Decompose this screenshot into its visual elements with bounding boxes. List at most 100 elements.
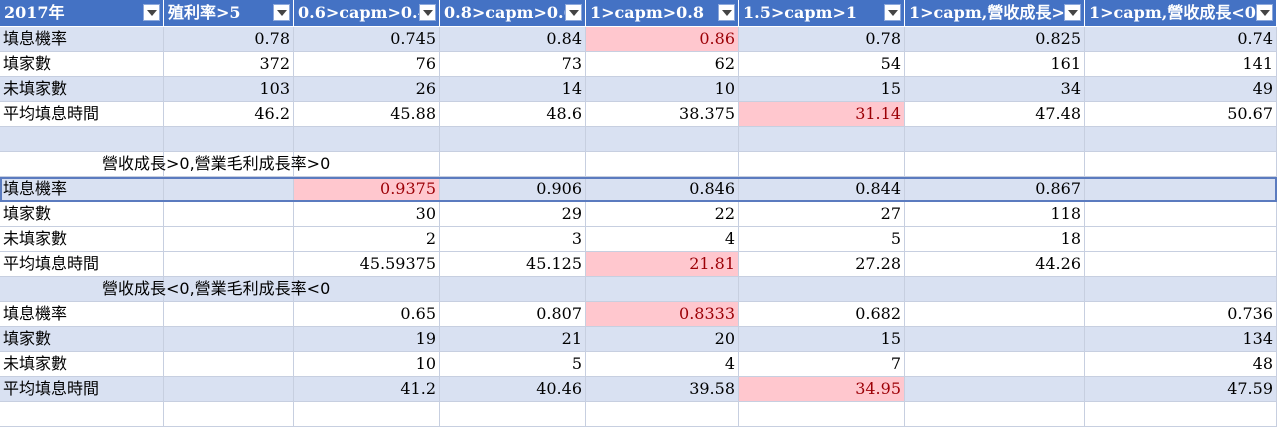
empty-cell[interactable] [164,277,294,302]
data-cell[interactable]: 34 [905,77,1085,102]
data-cell[interactable]: 0.867 [905,177,1085,202]
data-cell[interactable]: 22 [586,202,739,227]
data-cell[interactable]: 2 [294,227,440,252]
empty-cell[interactable] [586,127,739,152]
data-cell[interactable]: 0.807 [440,302,586,327]
header-cell-revenue-growth-neg[interactable]: 1>capm,營收成長<0 [1085,0,1277,27]
empty-cell[interactable] [0,152,164,177]
data-cell[interactable]: 27.28 [739,252,905,277]
header-cell-capm-08-1[interactable]: 1>capm>0.8 [586,0,739,27]
header-cell-capm-1-15[interactable]: 1.5>capm>1 [739,0,905,27]
empty-cell[interactable] [0,127,164,152]
filter-dropdown-icon[interactable] [884,4,901,21]
row-label[interactable]: 平均填息時間 [0,252,164,277]
data-cell[interactable]: 7 [739,352,905,377]
empty-cell[interactable] [0,402,164,427]
row-label[interactable]: 未填家數 [0,352,164,377]
data-cell[interactable] [164,302,294,327]
row-label[interactable]: 未填家數 [0,227,164,252]
data-cell[interactable]: 0.745 [294,27,440,52]
empty-cell[interactable] [586,277,739,302]
data-cell[interactable]: 0.84 [440,27,586,52]
data-cell[interactable]: 41.2 [294,377,440,402]
empty-cell[interactable] [586,402,739,427]
data-cell[interactable]: 18 [905,227,1085,252]
data-cell[interactable] [1085,227,1277,252]
data-cell[interactable]: 47.48 [905,102,1085,127]
data-cell[interactable]: 0.736 [1085,302,1277,327]
data-cell[interactable] [164,252,294,277]
row-label[interactable]: 填家數 [0,327,164,352]
empty-cell[interactable] [294,127,440,152]
data-cell[interactable]: 45.59375 [294,252,440,277]
data-cell[interactable] [164,352,294,377]
data-cell[interactable]: 0.682 [739,302,905,327]
data-cell-highlighted[interactable]: 31.14 [739,102,905,127]
data-cell-highlighted[interactable]: 21.81 [586,252,739,277]
data-cell-highlighted[interactable]: 34.95 [739,377,905,402]
row-label[interactable]: 平均填息時間 [0,377,164,402]
data-cell[interactable] [164,177,294,202]
data-cell[interactable]: 5 [739,227,905,252]
empty-cell[interactable] [164,152,294,177]
filter-dropdown-icon[interactable] [419,4,436,21]
data-cell[interactable]: 20 [586,327,739,352]
data-cell[interactable]: 14 [440,77,586,102]
empty-cell[interactable] [440,277,586,302]
data-cell[interactable] [1085,202,1277,227]
data-cell[interactable]: 0.78 [739,27,905,52]
row-label[interactable]: 填息機率 [0,177,164,202]
data-cell[interactable]: 49 [1085,77,1277,102]
data-cell[interactable]: 21 [440,327,586,352]
data-cell[interactable] [905,327,1085,352]
empty-cell[interactable] [1085,127,1277,152]
data-cell[interactable]: 0.65 [294,302,440,327]
data-cell[interactable] [164,377,294,402]
data-cell[interactable]: 10 [586,77,739,102]
data-cell[interactable]: 0.906 [440,177,586,202]
data-cell[interactable]: 46.2 [164,102,294,127]
data-cell-highlighted[interactable]: 0.8333 [586,302,739,327]
data-cell[interactable]: 10 [294,352,440,377]
header-cell-revenue-growth-pos[interactable]: 1>capm,營收成長>0 [905,0,1085,27]
empty-cell[interactable] [294,277,440,302]
data-cell[interactable]: 50.67 [1085,102,1277,127]
data-cell-highlighted[interactable]: 0.86 [586,27,739,52]
row-label[interactable]: 填息機率 [0,27,164,52]
row-label[interactable]: 平均填息時間 [0,102,164,127]
empty-cell[interactable] [1085,277,1277,302]
empty-cell[interactable] [739,127,905,152]
data-cell[interactable]: 54 [739,52,905,77]
data-cell[interactable]: 40.46 [440,377,586,402]
data-cell[interactable]: 47.59 [1085,377,1277,402]
row-label[interactable]: 未填家數 [0,77,164,102]
empty-cell[interactable] [440,402,586,427]
empty-cell[interactable] [739,402,905,427]
data-cell[interactable]: 45.88 [294,102,440,127]
data-cell[interactable]: 118 [905,202,1085,227]
data-cell[interactable]: 62 [586,52,739,77]
data-cell[interactable] [905,352,1085,377]
data-cell[interactable] [164,327,294,352]
data-cell[interactable]: 0.825 [905,27,1085,52]
data-cell[interactable]: 39.58 [586,377,739,402]
data-cell[interactable]: 76 [294,52,440,77]
header-cell-year[interactable]: 2017年 [0,0,164,27]
data-cell[interactable]: 134 [1085,327,1277,352]
data-cell[interactable]: 4 [586,227,739,252]
data-cell[interactable]: 48 [1085,352,1277,377]
empty-cell[interactable] [905,152,1085,177]
empty-cell[interactable] [164,402,294,427]
empty-cell[interactable] [739,152,905,177]
row-label[interactable]: 填家數 [0,52,164,77]
data-cell[interactable]: 15 [739,77,905,102]
data-cell[interactable]: 3 [440,227,586,252]
empty-cell[interactable] [1085,402,1277,427]
data-cell[interactable]: 103 [164,77,294,102]
data-cell[interactable]: 141 [1085,52,1277,77]
data-cell[interactable]: 30 [294,202,440,227]
data-cell[interactable]: 38.375 [586,102,739,127]
row-label[interactable]: 填息機率 [0,302,164,327]
data-cell[interactable]: 372 [164,52,294,77]
data-cell[interactable]: 5 [440,352,586,377]
